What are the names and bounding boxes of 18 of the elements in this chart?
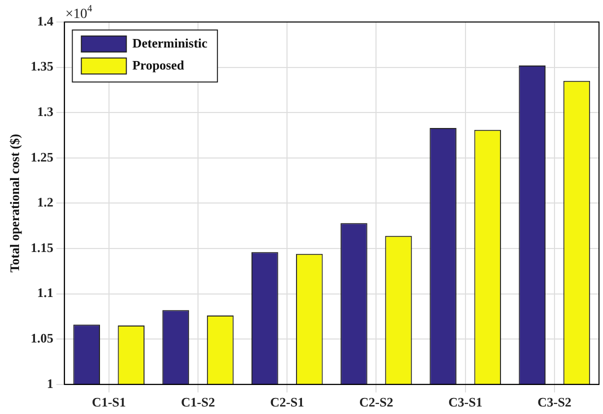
y-tick-label: 1.2 (37, 194, 54, 210)
y-tick-label: 1.05 (30, 330, 54, 346)
y-axis-title: Total operational cost ($) (7, 134, 22, 272)
y-tick-label: 1.25 (30, 149, 54, 164)
y-tick-label: 1.3 (37, 104, 54, 119)
y-tick-label: 1.1 (37, 285, 54, 300)
legend-label: Deterministic (132, 35, 208, 50)
x-tick-label: C3-S1 (448, 394, 482, 410)
y-tick-label: 1 (46, 376, 54, 391)
x-tick-label: C2-S2 (359, 394, 394, 410)
y-tick-label: 1.35 (30, 58, 54, 74)
x-tick-label: C2-S1 (270, 394, 304, 410)
x-tick-label: C1-S1 (92, 394, 126, 410)
y-tick-label: 1.15 (30, 240, 54, 255)
x-tick-label: C3-S2 (537, 394, 572, 410)
y-tick-label: 1.4 (37, 13, 54, 28)
x-tick-label: C1-S2 (181, 394, 215, 410)
legend-label: Proposed (132, 57, 185, 72)
